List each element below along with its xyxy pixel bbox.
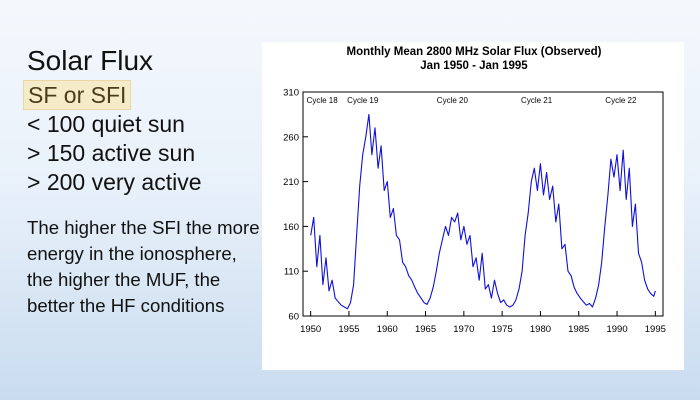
chart-panel: Monthly Mean 2800 MHz Solar Flux (Observ…	[262, 42, 684, 370]
y-tick-label: 110	[284, 267, 299, 278]
x-tick-label: 1990	[606, 324, 627, 335]
cycle-label: Cycle 21	[521, 96, 553, 105]
highlight-label: SF or SFI	[23, 80, 132, 110]
cycle-label: Cycle 22	[605, 96, 637, 105]
cycle-label: Cycle 18	[307, 96, 339, 105]
bullet-quiet: < 100 quiet sun	[27, 111, 185, 137]
y-axis: 60 110 160 210 260 310	[283, 88, 308, 323]
plot-frame	[302, 91, 664, 317]
solar-flux-chart: Monthly Mean 2800 MHz Solar Flux (Observ…	[283, 46, 666, 335]
text-column: Solar Flux SF or SFI < 100 quiet sun > 1…	[23, 44, 262, 338]
x-tick-label: 1975	[492, 324, 513, 335]
cycle-label: Cycle 20	[437, 96, 469, 105]
x-axis: 1950 1955 1960 1965 1970 1975 1980 1985 1990 1995	[300, 311, 666, 335]
solar-flux-line	[310, 113, 656, 310]
explanation-paragraph: The higher the SFI the more energy in th…	[27, 217, 260, 316]
cycle-labels: Cycle 18 Cycle 19 Cycle 20 Cycle 21 Cycle 22	[307, 96, 637, 105]
y-tick-label: 260	[283, 132, 299, 143]
y-tick-label: 60	[288, 312, 299, 323]
bullet-very-active: > 200 very active	[27, 169, 202, 195]
x-tick-label: 1965	[415, 324, 436, 335]
bullet-active: > 150 active sun	[27, 140, 196, 166]
x-tick-label: 1970	[453, 324, 474, 335]
y-tick-label: 160	[283, 222, 299, 233]
x-tick-label: 1995	[645, 324, 666, 335]
x-tick-label: 1980	[530, 324, 551, 335]
slide-title: Solar Flux	[27, 45, 154, 76]
y-tick-label: 210	[283, 177, 299, 188]
highlight-label-wrap: SF or SFI	[23, 80, 262, 110]
chart-subtitle: Jan 1950 - Jan 1995	[420, 60, 528, 72]
x-tick-label: 1985	[568, 324, 589, 335]
series-group	[310, 113, 656, 310]
chart-title: Monthly Mean 2800 MHz Solar Flux (Observ…	[347, 46, 602, 58]
x-tick-label: 1950	[300, 324, 321, 335]
x-tick-label: 1955	[338, 324, 359, 335]
x-tick-label: 1960	[377, 324, 398, 335]
cycle-label: Cycle 19	[347, 96, 379, 105]
y-tick-label: 310	[283, 88, 299, 99]
